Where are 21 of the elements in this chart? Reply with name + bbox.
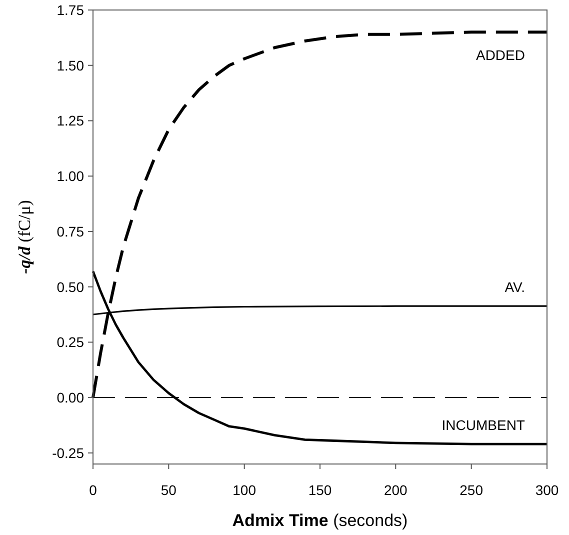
y-tick-label: 1.25 bbox=[56, 112, 84, 129]
y-tick-label: -0.25 bbox=[52, 444, 84, 461]
x-tick-label: 50 bbox=[160, 482, 177, 498]
series-label: AV. bbox=[504, 279, 525, 296]
x-tick-label: 250 bbox=[460, 482, 484, 498]
x-tick-label: 0 bbox=[89, 482, 98, 498]
series-label: ADDED bbox=[476, 47, 525, 64]
y-axis-title: -q/d (fC/μ) bbox=[15, 200, 34, 274]
y-tick-label: 0.25 bbox=[56, 334, 84, 350]
y-tick-label: 1.00 bbox=[56, 168, 84, 184]
y-tick-label: 0.00 bbox=[56, 390, 84, 406]
y-tick-label: 0.75 bbox=[56, 223, 84, 240]
x-tick-label: 150 bbox=[308, 482, 332, 498]
x-tick-label: 200 bbox=[384, 482, 408, 498]
x-axis-title: Admix Time (seconds) bbox=[232, 511, 408, 530]
series-label: INCUMBENT bbox=[442, 417, 526, 434]
y-tick-label: 0.50 bbox=[56, 278, 84, 295]
y-tick-label: 1.50 bbox=[56, 57, 84, 74]
x-tick-label: 300 bbox=[535, 482, 559, 498]
y-tick-label: 1.75 bbox=[56, 2, 84, 18]
x-tick-label: 100 bbox=[232, 482, 256, 498]
